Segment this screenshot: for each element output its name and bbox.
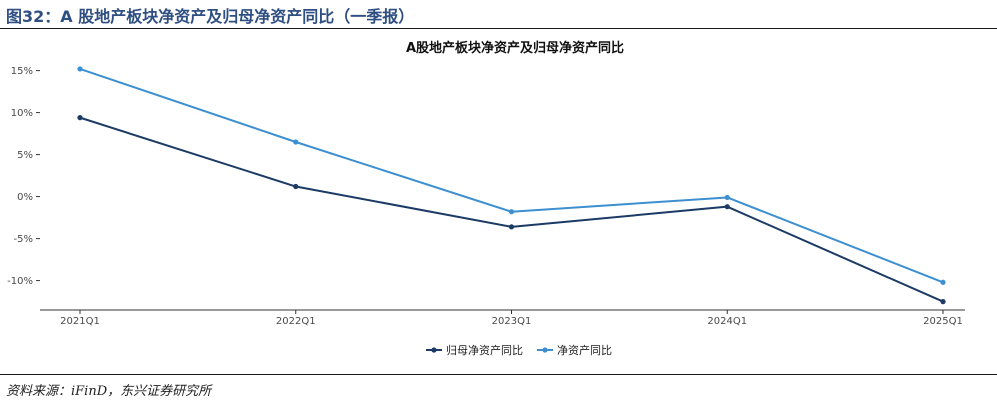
line-chart: A股地产板块净资产及归母净资产同比 15% 10% 5% 0% -5% -10% 2021… <box>7 40 965 357</box>
y-tick-label: 5% <box>17 150 33 161</box>
legend-marker <box>431 347 437 353</box>
x-tick-label: 2025Q1 <box>923 316 963 327</box>
chart-title: A股地产板块净资产及归母净资产同比 <box>406 40 624 56</box>
series-line-2 <box>79 67 944 284</box>
x-axis: 2021Q1 2022Q1 2023Q1 2024Q1 2025Q1 <box>60 310 963 327</box>
y-tick-label: 10% <box>11 108 33 119</box>
bottom-rule <box>0 374 997 375</box>
data-point <box>77 115 83 121</box>
legend-label: 归母净资产同比 <box>446 343 523 357</box>
data-point <box>724 194 730 201</box>
legend-label: 净资产同比 <box>557 343 612 357</box>
y-tick-label: -5% <box>14 234 33 245</box>
top-rule <box>0 28 997 29</box>
data-point <box>293 183 299 190</box>
y-tick-label: 15% <box>11 66 33 77</box>
x-tick-label: 2023Q1 <box>492 316 532 327</box>
data-point <box>77 66 83 72</box>
figure-title: 图32：A 股地产板块净资产及归母净资产同比（一季报） <box>6 7 415 26</box>
data-point <box>940 279 946 285</box>
source-note: 资料来源：iFinD，东兴证券研究所 <box>6 384 212 399</box>
x-tick-label: 2021Q1 <box>60 316 100 327</box>
data-point <box>508 224 515 230</box>
x-tick-label: 2024Q1 <box>707 316 747 327</box>
data-point <box>940 299 946 305</box>
data-point <box>724 204 730 210</box>
x-tick-label: 2022Q1 <box>276 316 316 327</box>
y-tick-label: -10% <box>7 276 33 287</box>
legend: 归母净资产同比 净资产同比 <box>426 343 612 357</box>
series-layer <box>77 66 946 305</box>
y-tick-label: 0% <box>17 192 33 203</box>
data-point <box>293 139 299 145</box>
legend-marker <box>542 347 548 353</box>
data-point <box>508 209 515 215</box>
y-axis: 15% 10% 5% 0% -5% -10% <box>7 66 40 287</box>
